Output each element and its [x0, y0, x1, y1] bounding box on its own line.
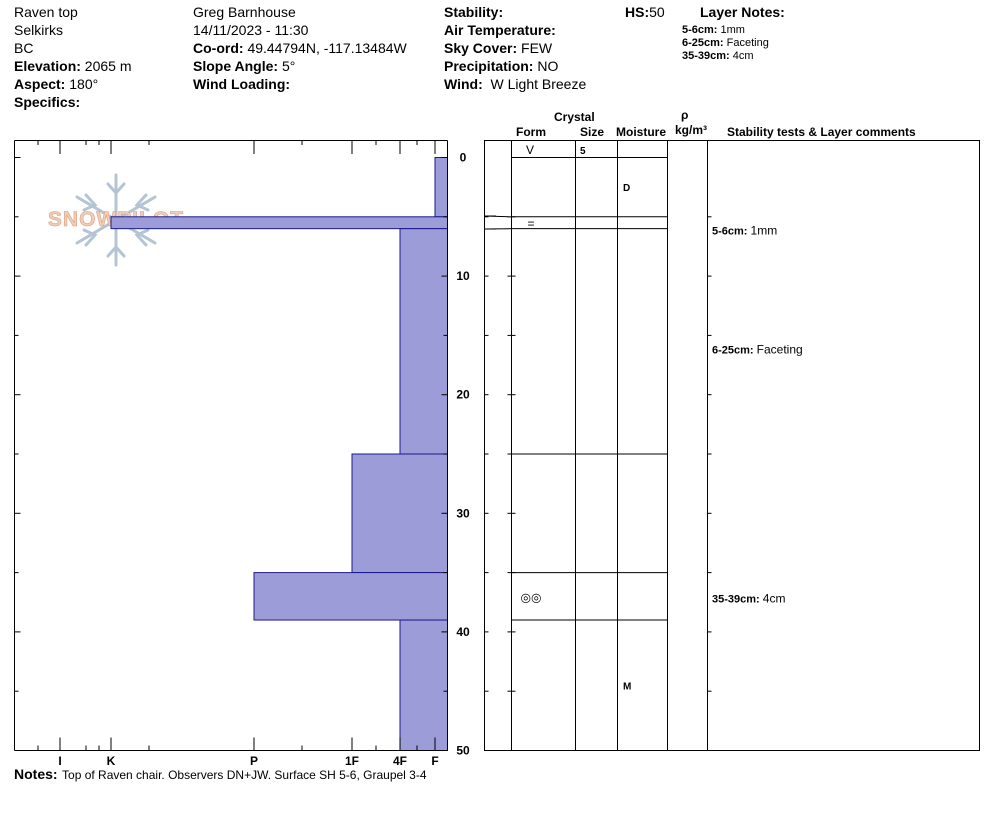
hardness-bar: [399, 228, 448, 455]
province: BC: [14, 40, 34, 56]
slope-label: Slope Angle:: [193, 58, 279, 74]
comments-header: Stability tests & Layer comments: [727, 125, 916, 139]
slope-value: 5°: [281, 58, 296, 74]
hardness-tick-label: F: [431, 754, 438, 768]
layer-comment-label: 6-25cm:: [712, 344, 757, 356]
layer-comment: 35-39cm: 4cm: [712, 591, 785, 605]
depth-tick-label: 50: [456, 744, 470, 758]
elevation-label: Elevation:: [14, 58, 81, 74]
sky-label: Sky Cover:: [444, 40, 518, 56]
layer-comment-text: 4cm: [763, 591, 786, 605]
crystal-header: Crystal: [554, 110, 595, 124]
hardness-bar: [110, 216, 448, 230]
aspect-label: Aspect:: [14, 76, 66, 92]
wind-row: Wind: W Light Breeze: [444, 77, 586, 91]
layer-note-text: 4cm: [732, 50, 754, 62]
hs-label: HS:: [625, 4, 650, 20]
stability-label: Stability:: [444, 4, 504, 20]
layer-comment: 6-25cm: Faceting: [712, 342, 803, 356]
density-rho-header: ρ: [681, 108, 689, 122]
layer-comment-label: 35-39cm:: [712, 593, 763, 605]
slope-row: Slope Angle: 5°: [193, 59, 295, 73]
observation-datetime: 14/11/2023 - 11:30: [193, 22, 309, 38]
notes-row: Notes: Top of Raven chair. Observers DN+…: [14, 767, 427, 783]
aspect-value: 180°: [69, 76, 99, 92]
mountain-range: Selkirks: [14, 22, 64, 38]
elevation-row: Elevation: 2065 m: [14, 59, 132, 73]
precip-label: Precipitation:: [444, 58, 534, 74]
table-frame: [484, 140, 980, 751]
hardness-tick-label: P: [250, 754, 258, 768]
layer-note-label: 6-25cm:: [682, 37, 724, 49]
layer-notes-title: Layer Notes:: [700, 4, 785, 20]
hs-value: 50: [649, 4, 665, 20]
hardness-tick-label: 1F: [345, 754, 359, 768]
layer-comment-text: Faceting: [757, 342, 803, 356]
layer-note-label: 5-6cm:: [682, 24, 718, 36]
surface-form-symbol: V: [526, 143, 534, 157]
size-header: Size: [580, 125, 605, 139]
depth-tick-label: 20: [456, 388, 470, 402]
elevation-value: 2065 m: [84, 58, 132, 74]
precip-value: NO: [537, 58, 559, 74]
form-header: Form: [516, 125, 546, 139]
hardness-tick-label: I: [58, 754, 61, 768]
moisture-value: M: [623, 681, 631, 692]
precip-row: Precipitation: NO: [444, 59, 558, 73]
observer-name: Greg Barnhouse: [193, 4, 296, 20]
layer-note: 5-6cm: 1mm: [682, 25, 745, 36]
wind-label: Wind:: [444, 76, 483, 92]
specifics-label: Specifics:: [14, 94, 81, 110]
density-unit-header: kg/m³: [675, 123, 708, 137]
surface-size: 5: [580, 146, 586, 157]
layer-comment: 5-6cm: 1mm: [712, 224, 777, 238]
notes-text: Top of Raven chair. Observers DN+JW. Sur…: [62, 768, 427, 782]
layer-note-text: Faceting: [726, 37, 769, 49]
layer-table: V 5 = ◎◎ D M 5-6cm: 1mm 6-25cm: Faceting 35-39cm…: [484, 140, 980, 751]
hardness-bar: [399, 619, 448, 751]
layer-note: 6-25cm: Faceting: [682, 38, 769, 49]
layer-note-text: 1mm: [720, 24, 745, 36]
layer-note-label: 35-39cm:: [682, 50, 730, 62]
sky-value: FEW: [521, 40, 553, 56]
moisture-value: D: [623, 183, 630, 194]
hardness-bar: [351, 453, 448, 574]
location-name: Raven top: [14, 4, 78, 20]
hs-row: HS:50: [625, 5, 665, 19]
coord-value: 49.44794N, -117.13484W: [247, 40, 407, 56]
layer-note: 35-39cm: 4cm: [682, 51, 754, 62]
depth-tick-label: 0: [460, 151, 467, 165]
depth-tick-label: 30: [456, 506, 470, 520]
crystal-form-symbol: =: [527, 217, 534, 231]
hardness-tick-label: 4F: [393, 754, 407, 768]
wind-loading-label: Wind Loading:: [193, 76, 291, 92]
layer-comment-label: 5-6cm:: [712, 226, 751, 238]
air-temp-label: Air Temperature:: [444, 22, 556, 38]
hardness-profile: I K P 1F 4F F 0 10 20 30 40 50: [14, 140, 470, 768]
coordinates-row: Co-ord: 49.44794N, -117.13484W: [193, 41, 407, 55]
wind-value: W Light Breeze: [490, 76, 587, 92]
coord-label: Co-ord:: [193, 40, 244, 56]
sky-cover-row: Sky Cover: FEW: [444, 41, 552, 55]
layer-comment-text: 1mm: [751, 224, 778, 238]
hardness-bar: [434, 157, 448, 218]
depth-tick-label: 40: [456, 625, 470, 639]
hardness-bar: [253, 572, 448, 621]
depth-tick-label: 10: [456, 269, 470, 283]
notes-label: Notes:: [14, 766, 58, 782]
aspect-row: Aspect: 180°: [14, 77, 98, 91]
moisture-header: Moisture: [616, 125, 667, 139]
crystal-form-symbol: ◎◎: [521, 590, 542, 604]
hardness-tick-label: K: [107, 754, 116, 768]
